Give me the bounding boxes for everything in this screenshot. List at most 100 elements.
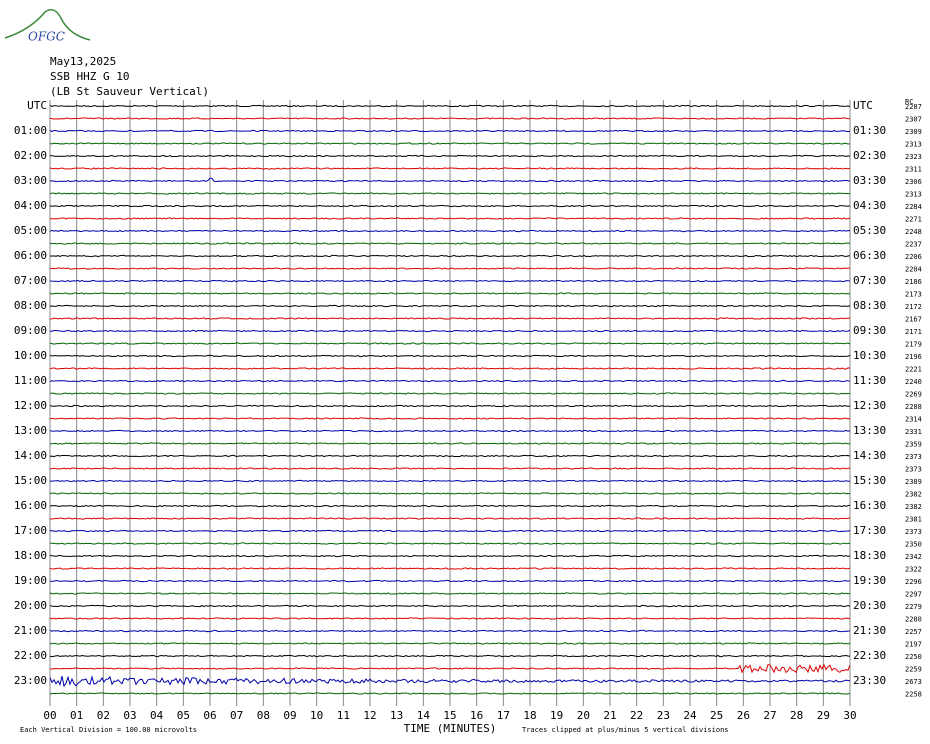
half-hour-label: 11:30 (853, 374, 886, 387)
x-tick-label: 21 (603, 709, 616, 722)
footer-left: Each Vertical Division = 100.00 microvol… (20, 726, 197, 734)
hour-label: 15:00 (14, 474, 47, 487)
half-hour-label: 19:30 (853, 574, 886, 587)
trace (49, 154, 851, 158)
rms-label: 2323 (905, 153, 922, 161)
x-tick-label: 27 (763, 709, 776, 722)
hour-label: 12:00 (14, 399, 47, 412)
trace (49, 675, 851, 688)
rms-label: 2288 (905, 403, 922, 411)
x-tick-label: 14 (417, 709, 431, 722)
half-hour-label: 18:30 (853, 549, 886, 562)
x-tick-label: 26 (737, 709, 750, 722)
rms-label: 2311 (905, 166, 922, 174)
half-hour-label: 21:30 (853, 624, 886, 637)
rms-label: 2382 (905, 503, 922, 511)
x-tick-label: 04 (150, 709, 164, 722)
trace (49, 617, 850, 620)
trace (49, 279, 851, 283)
half-hour-label: 03:30 (853, 174, 886, 187)
rms-label: 2280 (905, 616, 922, 624)
rms-label: 2240 (905, 378, 922, 386)
station: SSB HHZ G 10 (50, 70, 129, 83)
x-tick-label: 00 (43, 709, 56, 722)
rms-label: 2221 (905, 366, 922, 374)
trace (49, 592, 851, 595)
rms-label: 2186 (905, 278, 922, 286)
x-tick-label: 10 (310, 709, 323, 722)
hour-label: 04:00 (14, 199, 47, 212)
rms-label: 2309 (905, 128, 922, 136)
hour-label: 16:00 (14, 499, 47, 512)
rms-label: 2331 (905, 428, 922, 436)
x-tick-label: 02 (97, 709, 110, 722)
hour-label: 11:00 (14, 374, 47, 387)
rms-label: 2350 (905, 541, 922, 549)
trace (49, 354, 851, 358)
half-hour-label: 05:30 (853, 224, 886, 237)
trace (50, 329, 851, 333)
x-tick-label: 07 (230, 709, 243, 722)
x-tick-label: 22 (630, 709, 643, 722)
trace (49, 242, 851, 245)
trace (49, 429, 851, 433)
footer-right: Traces clipped at plus/minus 5 vertical … (522, 726, 729, 734)
hour-label: 14:00 (14, 449, 47, 462)
x-tick-label: 13 (390, 709, 403, 722)
trace (49, 554, 851, 558)
trace (50, 542, 851, 545)
rms-label: 2197 (905, 641, 922, 649)
rms-label: 2307 (905, 116, 922, 124)
trace (49, 629, 851, 633)
trace (50, 579, 851, 583)
rms-label: 2382 (905, 491, 922, 499)
trace (49, 317, 851, 320)
trace (49, 379, 851, 383)
x-tick-label: 19 (550, 709, 563, 722)
trace (49, 392, 851, 395)
x-tick-label: 25 (710, 709, 723, 722)
trace (50, 663, 851, 674)
trace (49, 342, 851, 345)
rms-label: 2257 (905, 628, 922, 636)
hour-label: 20:00 (14, 599, 47, 612)
x-tick-label: 09 (283, 709, 296, 722)
x-tick-label: 06 (203, 709, 216, 722)
trace (49, 167, 851, 170)
logo-mark (4, 9, 91, 41)
trace (49, 404, 851, 408)
trace (49, 367, 851, 370)
description: (LB St Sauveur Vertical) (50, 85, 209, 98)
hour-label: 03:00 (14, 174, 47, 187)
x-tick-label: 08 (257, 709, 270, 722)
rms-label: 2271 (905, 216, 922, 224)
trace (50, 442, 851, 445)
x-tick-label: 29 (817, 709, 830, 722)
trace (49, 692, 850, 695)
hour-label: 05:00 (14, 224, 47, 237)
rms-label: 2359 (905, 441, 922, 449)
hour-label: 01:00 (14, 124, 47, 137)
rms-label: 2322 (905, 566, 922, 574)
rms-label: 2314 (905, 416, 922, 424)
rms-label: 2313 (905, 141, 922, 149)
x-tick-label: 05 (177, 709, 190, 722)
half-hour-label: 22:30 (853, 649, 886, 662)
half-hour-label: 10:30 (853, 349, 886, 362)
half-hour-label: 09:30 (853, 324, 886, 337)
trace (49, 417, 851, 420)
rms-label: 2259 (905, 666, 922, 674)
rms-label: 2173 (905, 291, 922, 299)
x-axis-title: TIME (MINUTES) (404, 722, 497, 735)
x-tick-label: 12 (363, 709, 376, 722)
x-tick-label: 01 (70, 709, 83, 722)
hour-label: 10:00 (14, 349, 47, 362)
half-hour-label: 15:30 (853, 474, 886, 487)
half-hour-label: 12:30 (853, 399, 886, 412)
half-hour-label: 13:30 (853, 424, 886, 437)
half-hour-label: 17:30 (853, 524, 886, 537)
trace (49, 177, 851, 183)
x-tick-label: 17 (497, 709, 510, 722)
trace (49, 229, 851, 233)
x-tick-label: 20 (577, 709, 590, 722)
